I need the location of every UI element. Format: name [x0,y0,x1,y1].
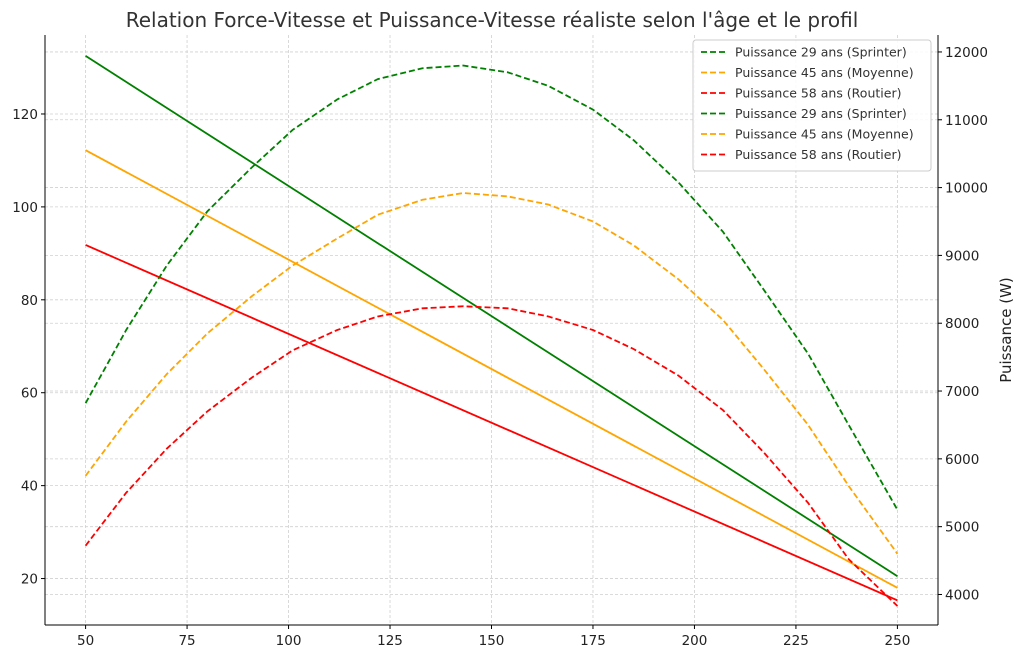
y-tick-label: 60 [21,386,38,402]
legend-label: Puissance 58 ans (Routier) [735,86,901,101]
force-lines [85,55,898,602]
y-tick-label: 20 [21,572,38,588]
x-tick-label: 150 [479,633,505,649]
legend-label: Puissance 58 ans (Routier) [735,147,901,162]
legend-label: Puissance 45 ans (Moyenne) [735,65,914,80]
grid [45,35,938,625]
y-tick-label: 80 [21,293,38,309]
chart-title: Relation Force-Vitesse et Puissance-Vite… [126,8,859,32]
y2-tick-label: 12000 [945,45,988,61]
y2-axis-label: Puissance (W) [997,277,1015,383]
x-axis-ticks: 50 75 100 125 150 175 200 225 250 [77,625,910,649]
legend-label: Puissance 45 ans (Moyenne) [735,127,914,142]
x-tick-label: 200 [682,633,708,649]
y2-tick-label: 5000 [945,520,979,536]
legend-box [692,39,932,172]
force-line-3 [85,244,898,602]
x-tick-label: 225 [783,633,809,649]
y2-axis-ticks: 4000 5000 6000 7000 8000 9000 10000 11000 12000 [938,45,988,603]
y-tick-label: 40 [21,479,38,495]
x-tick-label: 75 [178,633,195,649]
x-tick-label: 175 [580,633,606,649]
y-tick-label: 120 [12,107,38,123]
y-axis-ticks: 20 40 60 80 100 120 [12,107,45,588]
y-tick-label: 100 [12,200,38,216]
y2-tick-label: 6000 [945,452,979,468]
power-lines [84,64,899,607]
legend-label: Puissance 29 ans (Sprinter) [735,45,907,60]
legend-label: Puissance 29 ans (Sprinter) [735,106,907,121]
x-tick-label: 250 [885,633,911,649]
force-line-2 [85,149,898,589]
power-line-1 [84,64,899,511]
power-line-2 [84,192,899,555]
y2-tick-label: 7000 [945,384,979,400]
force-line-1 [85,55,898,577]
x-tick-label: 125 [377,633,403,649]
legend: Puissance 29 ans (Sprinter) Puissance 45 … [692,39,932,172]
y2-tick-label: 9000 [945,248,979,264]
y2-tick-label: 8000 [945,316,979,332]
x-tick-label: 50 [77,633,94,649]
y2-tick-label: 10000 [945,181,988,197]
power-line-3 [84,305,899,607]
y2-tick-label: 4000 [945,587,979,603]
y2-tick-label: 11000 [945,113,988,129]
x-tick-label: 100 [276,633,302,649]
